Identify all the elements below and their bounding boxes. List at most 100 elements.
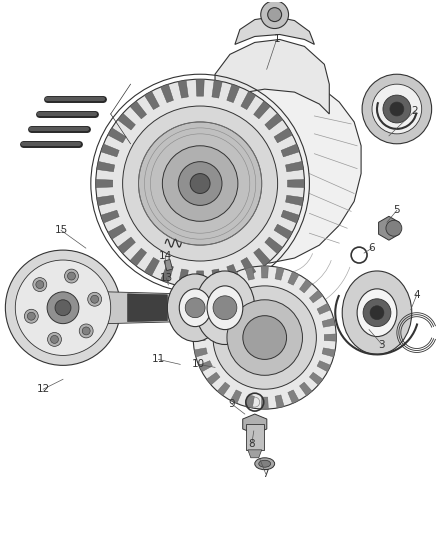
Circle shape bbox=[243, 316, 286, 359]
Polygon shape bbox=[286, 161, 304, 172]
Polygon shape bbox=[194, 318, 207, 327]
Polygon shape bbox=[145, 91, 159, 110]
Polygon shape bbox=[207, 290, 220, 303]
Polygon shape bbox=[243, 414, 267, 434]
Circle shape bbox=[96, 79, 304, 288]
Polygon shape bbox=[217, 382, 230, 395]
Polygon shape bbox=[245, 395, 254, 408]
Circle shape bbox=[82, 327, 90, 335]
Circle shape bbox=[67, 272, 75, 280]
Polygon shape bbox=[322, 348, 335, 357]
Polygon shape bbox=[194, 348, 207, 357]
Polygon shape bbox=[254, 248, 270, 266]
Polygon shape bbox=[288, 272, 299, 285]
Polygon shape bbox=[254, 101, 270, 119]
Polygon shape bbox=[274, 224, 293, 239]
Circle shape bbox=[50, 335, 59, 343]
Polygon shape bbox=[212, 80, 222, 98]
Ellipse shape bbox=[179, 289, 211, 327]
Ellipse shape bbox=[357, 289, 397, 336]
Polygon shape bbox=[317, 361, 331, 372]
Text: 10: 10 bbox=[191, 359, 205, 369]
Polygon shape bbox=[161, 84, 173, 102]
Polygon shape bbox=[212, 269, 222, 287]
Polygon shape bbox=[246, 424, 264, 450]
Circle shape bbox=[370, 306, 384, 320]
Polygon shape bbox=[227, 84, 240, 102]
Polygon shape bbox=[230, 390, 242, 403]
Circle shape bbox=[261, 1, 289, 29]
Text: 4: 4 bbox=[413, 290, 420, 300]
Polygon shape bbox=[192, 72, 361, 263]
Polygon shape bbox=[300, 382, 312, 395]
Circle shape bbox=[25, 309, 38, 323]
Ellipse shape bbox=[195, 271, 255, 344]
Circle shape bbox=[185, 298, 205, 318]
Polygon shape bbox=[145, 257, 159, 276]
Polygon shape bbox=[281, 210, 300, 223]
Polygon shape bbox=[178, 80, 188, 98]
Polygon shape bbox=[378, 216, 399, 240]
Circle shape bbox=[138, 122, 262, 245]
Polygon shape bbox=[217, 279, 230, 293]
Polygon shape bbox=[193, 334, 205, 341]
Circle shape bbox=[213, 296, 237, 320]
Polygon shape bbox=[241, 257, 256, 276]
Circle shape bbox=[178, 161, 222, 205]
Circle shape bbox=[47, 292, 79, 324]
Circle shape bbox=[213, 286, 316, 389]
Polygon shape bbox=[265, 114, 283, 130]
Polygon shape bbox=[230, 272, 242, 285]
Polygon shape bbox=[309, 373, 323, 385]
Polygon shape bbox=[207, 373, 220, 385]
Ellipse shape bbox=[207, 286, 243, 329]
Polygon shape bbox=[178, 269, 188, 287]
Bar bbox=[164, 260, 173, 271]
Polygon shape bbox=[215, 39, 329, 114]
Circle shape bbox=[123, 106, 278, 261]
Ellipse shape bbox=[167, 274, 223, 342]
Polygon shape bbox=[265, 237, 283, 254]
Circle shape bbox=[36, 280, 44, 288]
Circle shape bbox=[15, 260, 111, 356]
Polygon shape bbox=[261, 266, 268, 278]
Polygon shape bbox=[118, 237, 135, 254]
Polygon shape bbox=[317, 303, 331, 314]
Circle shape bbox=[33, 278, 47, 292]
Polygon shape bbox=[118, 114, 135, 130]
Text: 12: 12 bbox=[36, 384, 50, 394]
Polygon shape bbox=[101, 144, 119, 157]
Polygon shape bbox=[245, 267, 254, 280]
Polygon shape bbox=[101, 210, 119, 223]
Polygon shape bbox=[287, 180, 304, 188]
Circle shape bbox=[386, 220, 402, 236]
Polygon shape bbox=[241, 91, 256, 110]
Circle shape bbox=[268, 7, 282, 21]
Polygon shape bbox=[108, 224, 126, 239]
Circle shape bbox=[79, 324, 93, 338]
Circle shape bbox=[363, 299, 391, 327]
Circle shape bbox=[362, 74, 431, 144]
Text: 8: 8 bbox=[248, 439, 255, 449]
Circle shape bbox=[193, 266, 336, 409]
Polygon shape bbox=[235, 17, 314, 44]
Polygon shape bbox=[261, 397, 268, 409]
Polygon shape bbox=[96, 180, 113, 188]
Polygon shape bbox=[196, 271, 204, 288]
Polygon shape bbox=[108, 292, 190, 324]
Ellipse shape bbox=[255, 458, 275, 470]
Circle shape bbox=[372, 84, 422, 134]
Circle shape bbox=[27, 312, 35, 320]
Circle shape bbox=[390, 102, 404, 116]
Polygon shape bbox=[161, 264, 173, 283]
Circle shape bbox=[162, 146, 238, 221]
Text: 15: 15 bbox=[54, 225, 67, 235]
Polygon shape bbox=[309, 290, 323, 303]
Circle shape bbox=[5, 250, 120, 365]
Polygon shape bbox=[130, 248, 147, 266]
Circle shape bbox=[48, 333, 61, 346]
Polygon shape bbox=[227, 264, 240, 283]
Polygon shape bbox=[274, 128, 293, 143]
Polygon shape bbox=[199, 303, 212, 314]
Circle shape bbox=[88, 292, 102, 306]
